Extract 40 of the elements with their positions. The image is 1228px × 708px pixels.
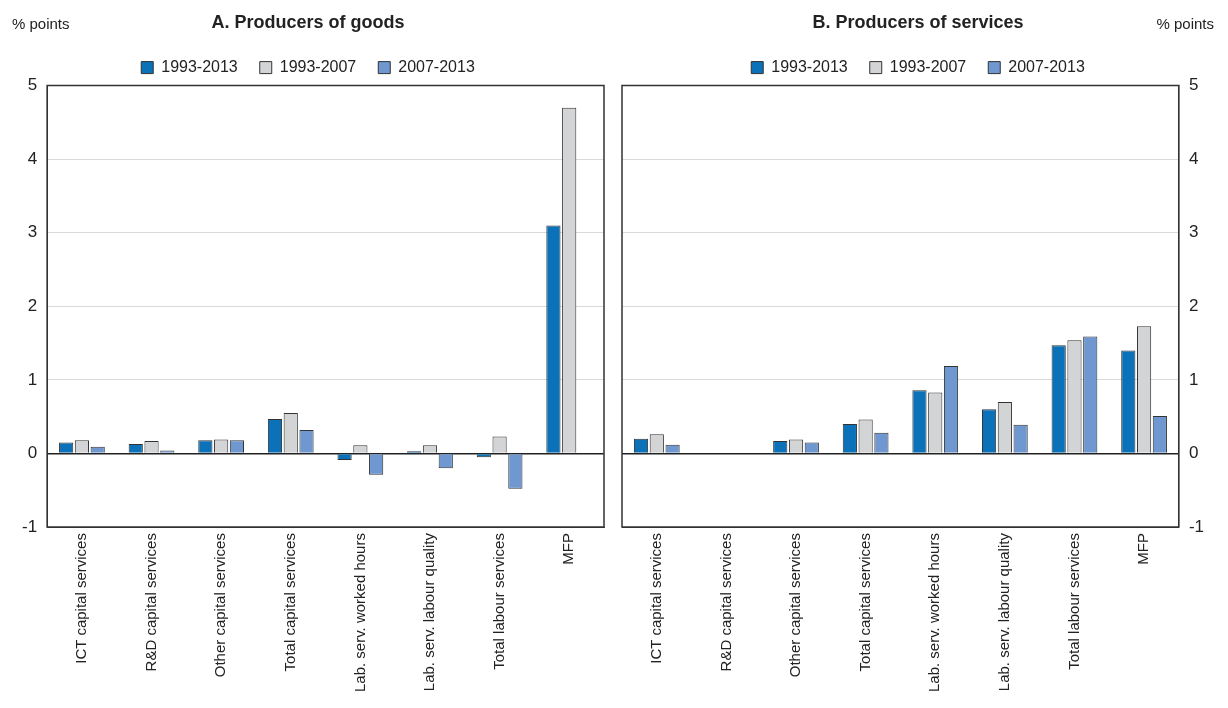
x-tick-label: Lab. serv. worked hours	[350, 533, 368, 692]
x-tick-label: Lab. serv. labour quality	[420, 532, 438, 692]
legend-label: 1993-2013	[161, 58, 238, 76]
x-tick-label: Other capital services	[786, 533, 804, 678]
x-tick-label: Total capital services	[280, 533, 298, 672]
y2-tick-label: 3	[1188, 222, 1199, 242]
y2-tick-label: 2	[1188, 296, 1199, 316]
y2-tick-label: 1	[1188, 369, 1199, 389]
x-tick-label: Other capital services	[211, 533, 229, 678]
x-tick-label: MFP	[559, 533, 577, 565]
x-tick-label: MFP	[1134, 533, 1152, 565]
legend-label: 1993-2013	[771, 58, 848, 76]
y2-axis-title: % points	[1156, 14, 1214, 32]
x-tick-label: Total capital services	[855, 533, 873, 672]
x-tick-label: ICT capital services	[646, 533, 664, 664]
x-tick-label: R&D capital services	[716, 533, 734, 672]
y-tick-label: 1	[27, 369, 38, 389]
x-tick-label: R&D capital services	[141, 533, 159, 672]
legend-label: 2007-2013	[1008, 58, 1085, 76]
chart-title: A. Producers of goods	[211, 11, 405, 32]
y-tick-label: 3	[27, 222, 38, 242]
y-tick-label: 0	[27, 443, 38, 463]
y2-tick-label: 4	[1188, 148, 1199, 168]
legend-label: 1993-2007	[279, 58, 357, 76]
y2-tick-label: -1	[1188, 516, 1205, 536]
x-tick-label: Lab. serv. worked hours	[925, 533, 943, 692]
x-tick-label: Total labour services	[489, 533, 507, 670]
y2-tick-label: 0	[1188, 443, 1199, 463]
y-tick-label: 2	[27, 296, 38, 316]
x-tick-label: Total labour services	[1064, 533, 1082, 670]
x-tick-label: ICT capital services	[72, 533, 90, 664]
y2-tick-label: 5	[1188, 75, 1199, 95]
chart-title: B. Producers of services	[812, 11, 1024, 32]
y-axis-title: % points	[12, 14, 70, 32]
x-tick-label: Lab. serv. labour quality	[995, 532, 1012, 692]
y-tick-label: 5	[27, 75, 38, 95]
y-tick-label: -1	[21, 516, 38, 536]
legend-label: 2007-2013	[398, 58, 475, 76]
y-tick-label: 4	[27, 148, 38, 168]
legend-label: 1993-2007	[889, 58, 967, 76]
